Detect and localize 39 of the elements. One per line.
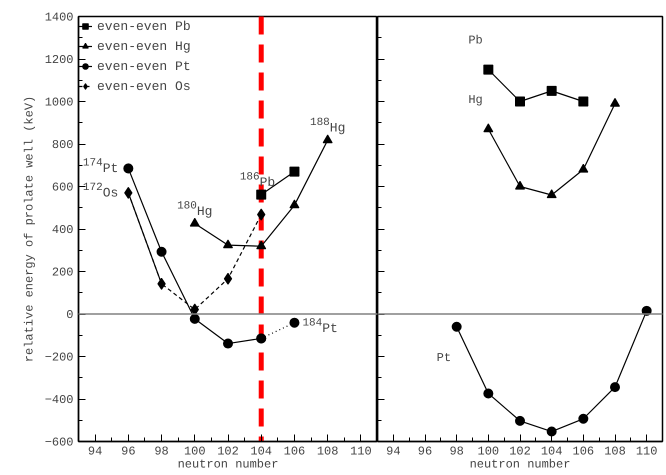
x-tick-label: 106 (284, 444, 306, 458)
legend-label: even-even Os (97, 78, 191, 94)
series-label: Pt (436, 350, 452, 365)
series-label: Pb (468, 34, 483, 48)
x-axis-title: neutron number (178, 458, 278, 472)
x-tick-label: 108 (316, 444, 338, 458)
y-tick-label: −400 (44, 393, 74, 407)
y-tick-label: 1000 (44, 96, 74, 110)
x-tick-label: 110 (636, 444, 658, 458)
legend-label: even-even Pb (97, 18, 191, 34)
legend-label: even-even Pt (97, 58, 191, 74)
x-tick-label: 100 (478, 444, 500, 458)
x-tick-label: 94 (88, 444, 102, 458)
y-tick-label: 1200 (44, 53, 74, 67)
y-tick-label: 1400 (44, 10, 74, 24)
x-tick-label: 96 (121, 444, 136, 458)
x-tick-label: 98 (154, 444, 169, 458)
x-tick-label: 108 (604, 444, 626, 458)
y-tick-label: 0 (66, 308, 74, 322)
x-tick-label: 104 (540, 444, 562, 458)
y-tick-label: −600 (44, 436, 74, 450)
x-tick-label: 106 (572, 444, 594, 458)
x-tick-label: 102 (217, 444, 239, 458)
y-tick-label: −200 (44, 350, 74, 364)
y-tick-label: 400 (52, 223, 74, 237)
y-axis-title: relative energy of prolate well (keV) (22, 96, 37, 362)
y-tick-label: 600 (52, 180, 74, 194)
x-tick-label: 110 (350, 444, 372, 458)
x-tick-label: 94 (386, 444, 401, 458)
x-tick-label: 104 (250, 444, 272, 458)
x-axis-title: neutron number (470, 458, 570, 472)
x-tick-label: 98 (449, 444, 464, 458)
x-tick-label: 102 (509, 444, 531, 458)
x-tick-label: 96 (418, 444, 432, 458)
y-tick-label: 200 (52, 266, 74, 280)
y-tick-label: 800 (52, 138, 74, 152)
x-tick-label: 100 (184, 444, 206, 458)
series-label: Hg (468, 93, 483, 108)
legend-label: even-even Hg (97, 38, 191, 54)
